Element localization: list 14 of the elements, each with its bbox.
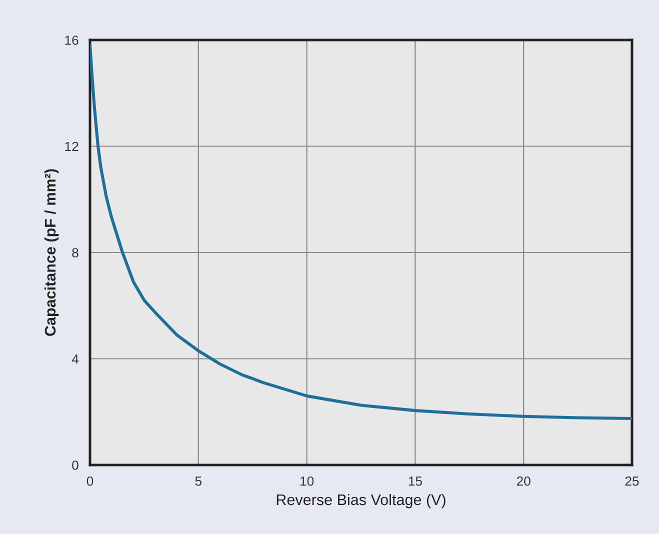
y-tick-label: 8 (72, 248, 78, 258)
x-axis-title: Reverse Bias Voltage (V) (276, 494, 446, 508)
y-tick-label: 4 (72, 354, 79, 364)
x-tick-label: 5 (195, 476, 202, 486)
x-tick-label: 20 (516, 476, 530, 486)
y-tick-label: 12 (65, 142, 78, 152)
x-tick-label: 0 (86, 476, 94, 486)
x-tick-label: 25 (625, 476, 639, 486)
y-tick-label: 16 (65, 36, 78, 45)
x-tick-label: 15 (408, 476, 422, 486)
y-axis-title: Capacitance (pF / mm²) (44, 169, 59, 336)
y-tick-label: 0 (72, 460, 78, 470)
x-tick-label: 10 (300, 476, 314, 486)
line-series (90, 44, 632, 420)
